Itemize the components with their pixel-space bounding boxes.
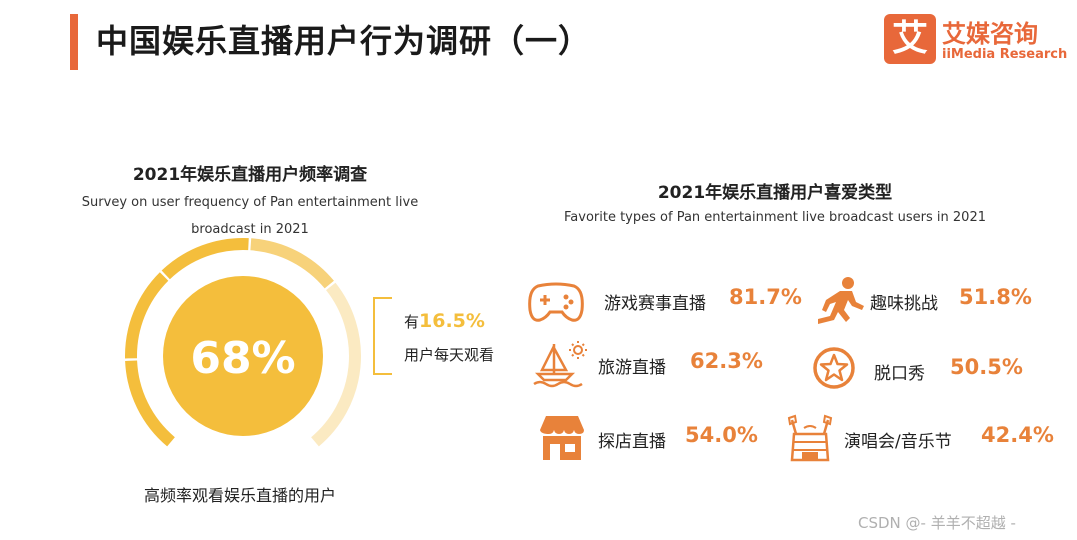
fav-item-concert: 演唱会/音乐节 42.4% — [786, 414, 1076, 464]
gauge-arc-main — [161, 238, 249, 280]
gauge-arc-main — [125, 272, 169, 359]
logo: 艾 艾媒咨询 iiMedia Research — [884, 14, 1074, 68]
callout-line2: 用户每天观看 — [404, 346, 495, 364]
logo-text-cn: 艾媒咨询 — [942, 20, 1038, 48]
frequency-subtitle-line1: Survey on user frequency of Pan entertai… — [81, 195, 419, 210]
fav-value: 51.8% — [959, 285, 1032, 309]
frequency-subtitle-line2: broadcast in 2021 — [191, 222, 309, 237]
fav-item-fun-challenge: 趣味挑战 51.8% — [812, 276, 1052, 326]
title-accent-bar — [70, 14, 78, 70]
page-title: 中国娱乐直播用户行为调研（一） — [96, 22, 592, 60]
fav-label: 脱口秀 — [874, 364, 925, 384]
logo-mark: 艾 — [884, 14, 936, 64]
gamepad-icon — [528, 282, 584, 322]
gauge-bottom-label: 高频率观看娱乐直播的用户 — [143, 486, 336, 505]
logo-text-en: iiMedia Research — [942, 47, 1068, 62]
fav-label: 旅游直播 — [598, 358, 666, 378]
concert-stage-icon — [787, 414, 833, 462]
favorites-title: 2021年娱乐直播用户喜爱类型 — [657, 183, 893, 203]
fav-value: 50.5% — [950, 355, 1023, 379]
fav-value: 42.4% — [981, 423, 1054, 447]
callout-pct: 16.5% — [419, 310, 485, 332]
fav-item-store-visit: 探店直播 54.0% — [538, 414, 778, 464]
callout-daily-users: 有16.5% — [404, 310, 485, 332]
gauge-arc-main — [125, 360, 175, 447]
running-figure-icon — [818, 277, 864, 324]
watermark: CSDN @- 羊羊不超越 - — [858, 514, 1016, 532]
fav-item-talk-show: 脱口秀 50.5% — [812, 346, 1052, 396]
fav-value: 54.0% — [685, 423, 758, 447]
star-badge-icon — [813, 347, 855, 389]
fav-item-travel-live: 旅游直播 62.3% — [532, 340, 792, 390]
fav-value: 62.3% — [690, 349, 763, 373]
fav-label: 演唱会/音乐节 — [844, 432, 952, 452]
favorites-subtitle: Favorite types of Pan entertainment live… — [564, 210, 986, 225]
fav-label: 探店直播 — [598, 432, 666, 452]
fav-value: 81.7% — [729, 285, 802, 309]
fav-label: 游戏赛事直播 — [604, 294, 706, 314]
frequency-chart-title: 2021年娱乐直播用户频率调查 — [132, 165, 368, 185]
gauge-arc-rest — [311, 282, 361, 447]
sailboat-icon — [533, 341, 587, 388]
gauge-center-value: 68% — [190, 333, 295, 384]
fav-item-game-live: 游戏赛事直播 81.7% — [528, 276, 828, 326]
callout-prefix: 有 — [404, 313, 420, 331]
gauge-arc-main — [250, 238, 334, 289]
callout-bracket — [373, 297, 392, 375]
storefront-icon — [540, 416, 584, 460]
gauge-center-disc — [163, 276, 323, 436]
frequency-chart-subtitle: Survey on user frequency of Pan entertai… — [60, 189, 440, 243]
fav-label: 趣味挑战 — [870, 294, 938, 314]
